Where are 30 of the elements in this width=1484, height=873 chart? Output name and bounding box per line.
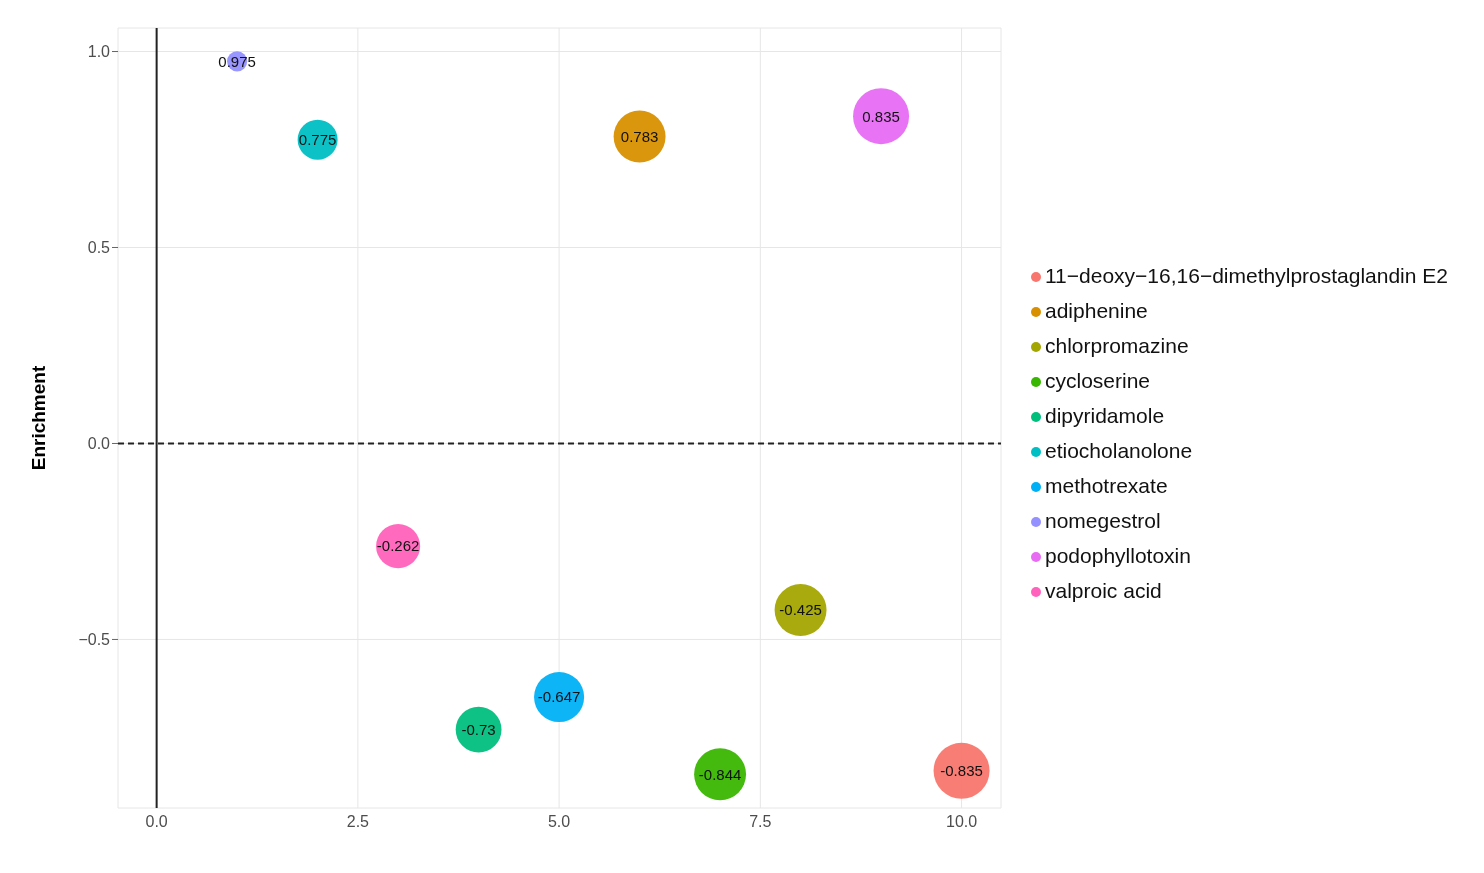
data-label: -0.844 — [698, 765, 742, 783]
data-label: -0.262 — [376, 537, 420, 555]
legend-label: nomegestrol — [1045, 509, 1161, 532]
y-tick-label: 0.5 — [87, 239, 111, 257]
legend-label: valproic acid — [1045, 579, 1162, 602]
x-tick-label: 0.0 — [145, 813, 168, 831]
data-label: -0.647 — [537, 688, 581, 706]
x-tick-label: 10.0 — [945, 813, 978, 831]
legend-label: methotrexate — [1045, 474, 1168, 497]
x-tick-label: 2.5 — [346, 813, 370, 831]
legend-label: chlorpromazine — [1045, 334, 1189, 357]
y-tick-label: 1.0 — [87, 43, 111, 61]
data-label: -0.425 — [779, 601, 822, 619]
data-label: -0.73 — [461, 720, 496, 738]
legend-label: adiphenine — [1045, 299, 1148, 322]
data-label: 0.783 — [620, 127, 659, 145]
legend-label: 11−deoxy−16,16−dimethylprostaglandin E2 — [1045, 264, 1448, 287]
y-tick-label: 0.0 — [87, 435, 111, 453]
data-label: -0.835 — [940, 762, 983, 780]
x-tick-label: 7.5 — [749, 813, 772, 831]
y-tick-label: −0.5 — [78, 631, 111, 649]
data-label: 0.775 — [298, 131, 337, 149]
y-axis-title: Enrichment — [27, 365, 49, 471]
legend-label: podophyllotoxin — [1045, 544, 1191, 567]
data-label: 0.835 — [862, 107, 900, 125]
legend-label: cycloserine — [1045, 369, 1151, 392]
legend-label: etiocholanolone — [1045, 439, 1193, 462]
legend-label: dipyridamole — [1045, 404, 1165, 427]
data-label: 0.975 — [218, 52, 256, 70]
x-tick-label: 5.0 — [547, 813, 571, 831]
